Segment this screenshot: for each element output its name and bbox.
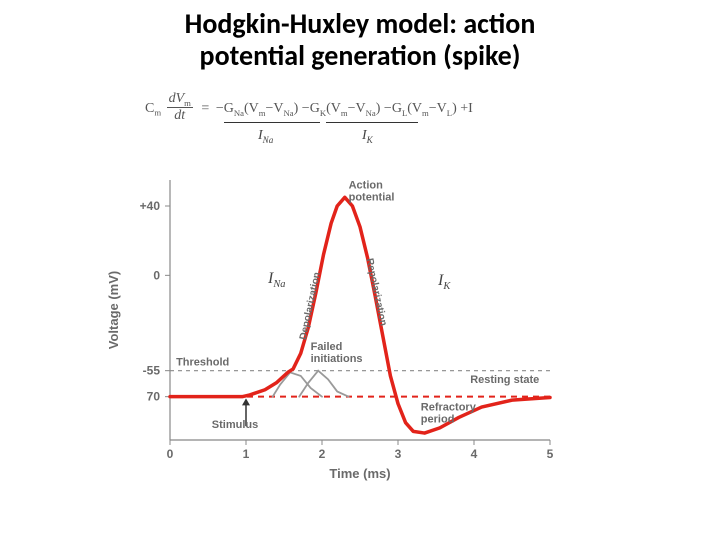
hh-equation: Cm dVmdt = −GNa(Vm−VNa) −GK(Vm−VNa) −GL(… xyxy=(145,92,473,125)
svg-text:0: 0 xyxy=(153,268,160,282)
svg-text:Depolarization: Depolarization xyxy=(298,271,323,341)
svg-text:5: 5 xyxy=(547,447,554,461)
svg-text:period: period xyxy=(421,414,455,426)
title-line2: potential generation (spike) xyxy=(200,38,521,73)
svg-text:-55: -55 xyxy=(143,364,161,378)
svg-text:3: 3 xyxy=(395,447,402,461)
svg-text:potential: potential xyxy=(349,192,395,204)
svg-text:2: 2 xyxy=(319,447,326,461)
svg-text:Stimulus: Stimulus xyxy=(212,419,258,431)
svg-text:Refractory: Refractory xyxy=(421,402,477,414)
title-line1: Hodgkin-Huxley model: action xyxy=(185,6,536,41)
underbrace-label-na: INa xyxy=(258,128,273,145)
svg-text:initiations: initiations xyxy=(311,353,363,365)
svg-text:Failed: Failed xyxy=(311,341,343,353)
svg-text:Time (ms): Time (ms) xyxy=(329,466,390,481)
svg-text:70: 70 xyxy=(147,390,161,404)
svg-text:Voltage (mV): Voltage (mV) xyxy=(106,271,121,350)
svg-text:Threshold: Threshold xyxy=(176,356,229,368)
svg-text:Repolarization: Repolarization xyxy=(364,257,389,327)
page-title: Hodgkin-Huxley model: action potential g… xyxy=(0,8,720,72)
underbrace-k xyxy=(326,122,418,123)
svg-text:1: 1 xyxy=(243,447,250,461)
underbrace-na xyxy=(224,122,320,123)
svg-text:Resting state: Resting state xyxy=(470,374,539,386)
action-potential-chart: +40 0 -55 70 0 1 2 3 4 5 Time (ms) Voltage (mV) Acti… xyxy=(100,160,620,520)
svg-text:+40: +40 xyxy=(140,199,161,213)
underbrace-label-k: IK xyxy=(362,128,373,145)
svg-text:4: 4 xyxy=(471,447,478,461)
svg-text:0: 0 xyxy=(167,447,174,461)
svg-text:Action: Action xyxy=(349,180,384,192)
